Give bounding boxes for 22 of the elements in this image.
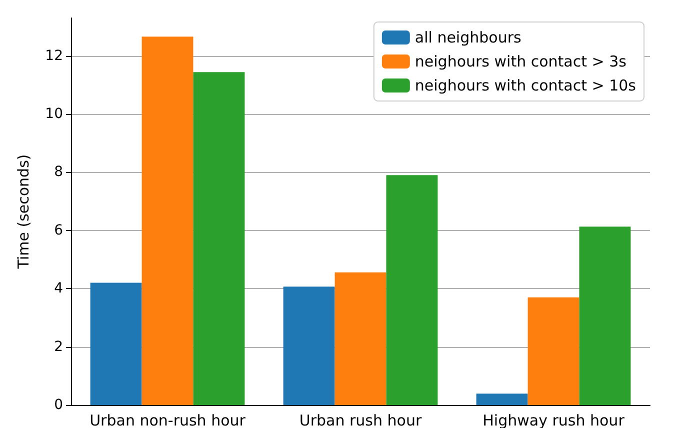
bar: [334, 272, 386, 405]
x-tick-label: Urban rush hour: [299, 412, 422, 430]
bar: [142, 36, 194, 405]
y-tick-label: 6: [54, 222, 64, 238]
bar: [579, 226, 631, 405]
bar: [283, 286, 335, 405]
legend-label: neighours with contact > 3s: [414, 52, 627, 70]
y-tick-label: 8: [54, 164, 63, 180]
y-tick-label: 10: [45, 106, 63, 122]
legend-label: all neighbours: [414, 28, 522, 46]
y-tick-label: 0: [54, 397, 63, 413]
bar: [476, 394, 528, 405]
y-tick-label: 12: [45, 48, 63, 64]
bar: [528, 297, 580, 405]
bar: [90, 282, 142, 405]
bar: [193, 72, 245, 405]
y-axis-title: Time (seconds): [14, 154, 32, 270]
bar: [386, 175, 438, 405]
y-tick-label: 4: [54, 280, 64, 297]
legend-label: neighours with contact > 10s: [414, 76, 636, 94]
x-tick-label: Urban non-rush hour: [90, 412, 246, 430]
y-tick-label: 2: [54, 338, 63, 355]
